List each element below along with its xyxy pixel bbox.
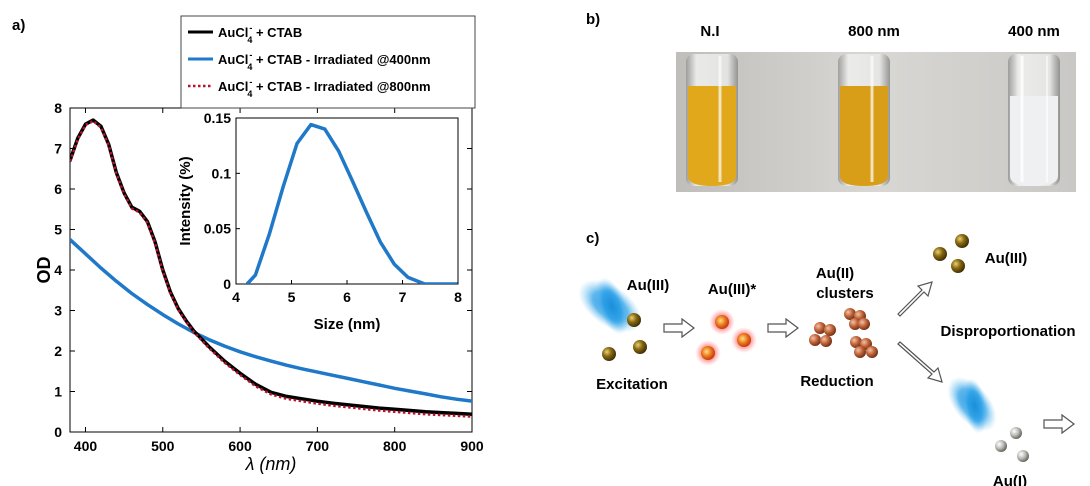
au3-label: Au(III) [627,277,670,294]
y-tick-label: 6 [54,181,62,197]
arrow-down-icon [897,341,943,383]
x-tick-label: 500 [151,438,175,454]
reduction-label: Reduction [800,373,873,390]
au3-product-particle-icon [955,234,969,248]
tube-800nm-liquid [840,86,888,186]
au3-particle-icon [633,340,647,354]
au3-product-label: Au(III) [985,250,1028,267]
au3-particle-icon [602,347,616,361]
y-tick-label: 3 [54,303,62,319]
x-tick-label: 800 [383,438,407,454]
legend-label: AuCl-4 + CTAB - Irradiated @400nm [218,50,431,72]
excitation-label: Excitation [596,376,668,393]
au1-label: Au(I) [993,473,1027,486]
x-tick-label: 700 [306,438,330,454]
legend-box [180,15,476,109]
arrow-icon [767,317,799,339]
au1-particle-icon [1010,427,1022,439]
x-tick-label: 400 [74,438,98,454]
main-axis-ticks: 400 500 600 700 800 900 0 1 2 3 4 5 6 7 8 [54,100,484,454]
inset-series-line [245,122,458,284]
inset-x-axis-label: Size (nm) [314,316,381,333]
inset-x-tick-label: 8 [454,289,462,305]
inset-y-tick-label: 0.05 [204,221,231,237]
inset-x-tick-label: 4 [232,289,240,305]
disproportionation-label: Disproportionation [941,323,1076,340]
au3-excited-particle-icon [701,346,715,360]
inset-y-axis-label: Intensity (%) [177,156,194,245]
tube-label-ni: N.I [700,23,719,40]
tube-label-800nm: 800 nm [848,23,900,40]
au1-particle-icon [1017,450,1029,462]
au3-excited-particle-icon [737,333,751,347]
y-tick-label: 0 [54,424,62,440]
legend-label: AuCl-4 + CTAB [218,23,302,45]
legend-items: AuCl-4 + CTAB AuCl-4 + CTAB - Irradiated … [188,23,431,99]
tube-400nm [1008,54,1060,186]
au3-product-particle-icon [933,247,947,261]
inset-y-tick-label: 0 [223,276,231,292]
au3-particle-icon [627,313,641,327]
series-line-2 [70,119,472,418]
y-tick-label: 4 [54,262,62,278]
main-legend: AuCl-4 + CTAB AuCl-4 + CTAB - Irradiated … [180,15,476,109]
y-tick-label: 5 [54,222,62,238]
inset-y-tick-label: 0.1 [212,165,232,181]
inset-x-tick-label: 7 [399,289,407,305]
arrow-icon [663,317,695,339]
inset-axis-ticks: 4 5 6 7 8 0 0.05 0.1 0.15 [204,110,462,305]
main-y-axis-label: OD [34,256,54,283]
legend-label: AuCl-4 + CTAB - Irradiated @800nm [218,77,431,99]
tube-photo: N.I 800 nm 400 nm [676,23,1076,192]
au3-excited-particle-icon [715,315,729,329]
reaction-scheme: Au(III) Excitation Au(III)* Au(II) clust… [578,234,1076,486]
clusters-label: clusters [816,285,874,302]
y-tick-label: 1 [54,384,62,400]
inset-y-tick-label: 0.15 [204,110,231,126]
inset-x-tick-label: 6 [343,289,351,305]
au3-product-particle-icon [951,259,965,273]
au1-particle-icon [995,440,1007,452]
au3-excited-label: Au(III)* [708,281,756,298]
y-tick-label: 2 [54,343,62,359]
au2-cluster-icon [809,308,878,358]
tube-label-400nm: 400 nm [1008,23,1060,40]
inset-chart: 4 5 6 7 8 0 0.05 0.1 0.15 Size (nm) Intensity (%… [177,110,462,333]
panel-a-label: a) [12,17,25,34]
tube-ni [686,54,738,186]
arrow-icon [1043,413,1075,435]
au2-label: Au(II) [816,265,854,282]
y-tick-label: 7 [54,141,62,157]
inset-plot-frame [235,117,459,285]
panel-b-label: b) [586,11,600,28]
tube-800nm [838,54,890,186]
panel-c-label: c) [586,230,599,247]
x-tick-label: 900 [460,438,484,454]
y-tick-label: 8 [54,100,62,116]
main-x-axis-label: λ (nm) [245,454,297,474]
x-tick-label: 600 [228,438,252,454]
arrow-up-icon [897,281,933,317]
inset-x-tick-label: 5 [288,289,296,305]
tube-400nm-liquid [1010,96,1058,186]
inset-series-group [245,122,458,284]
series-line-1 [70,237,472,403]
main-series-group [70,118,472,418]
tube-ni-liquid [688,86,736,186]
